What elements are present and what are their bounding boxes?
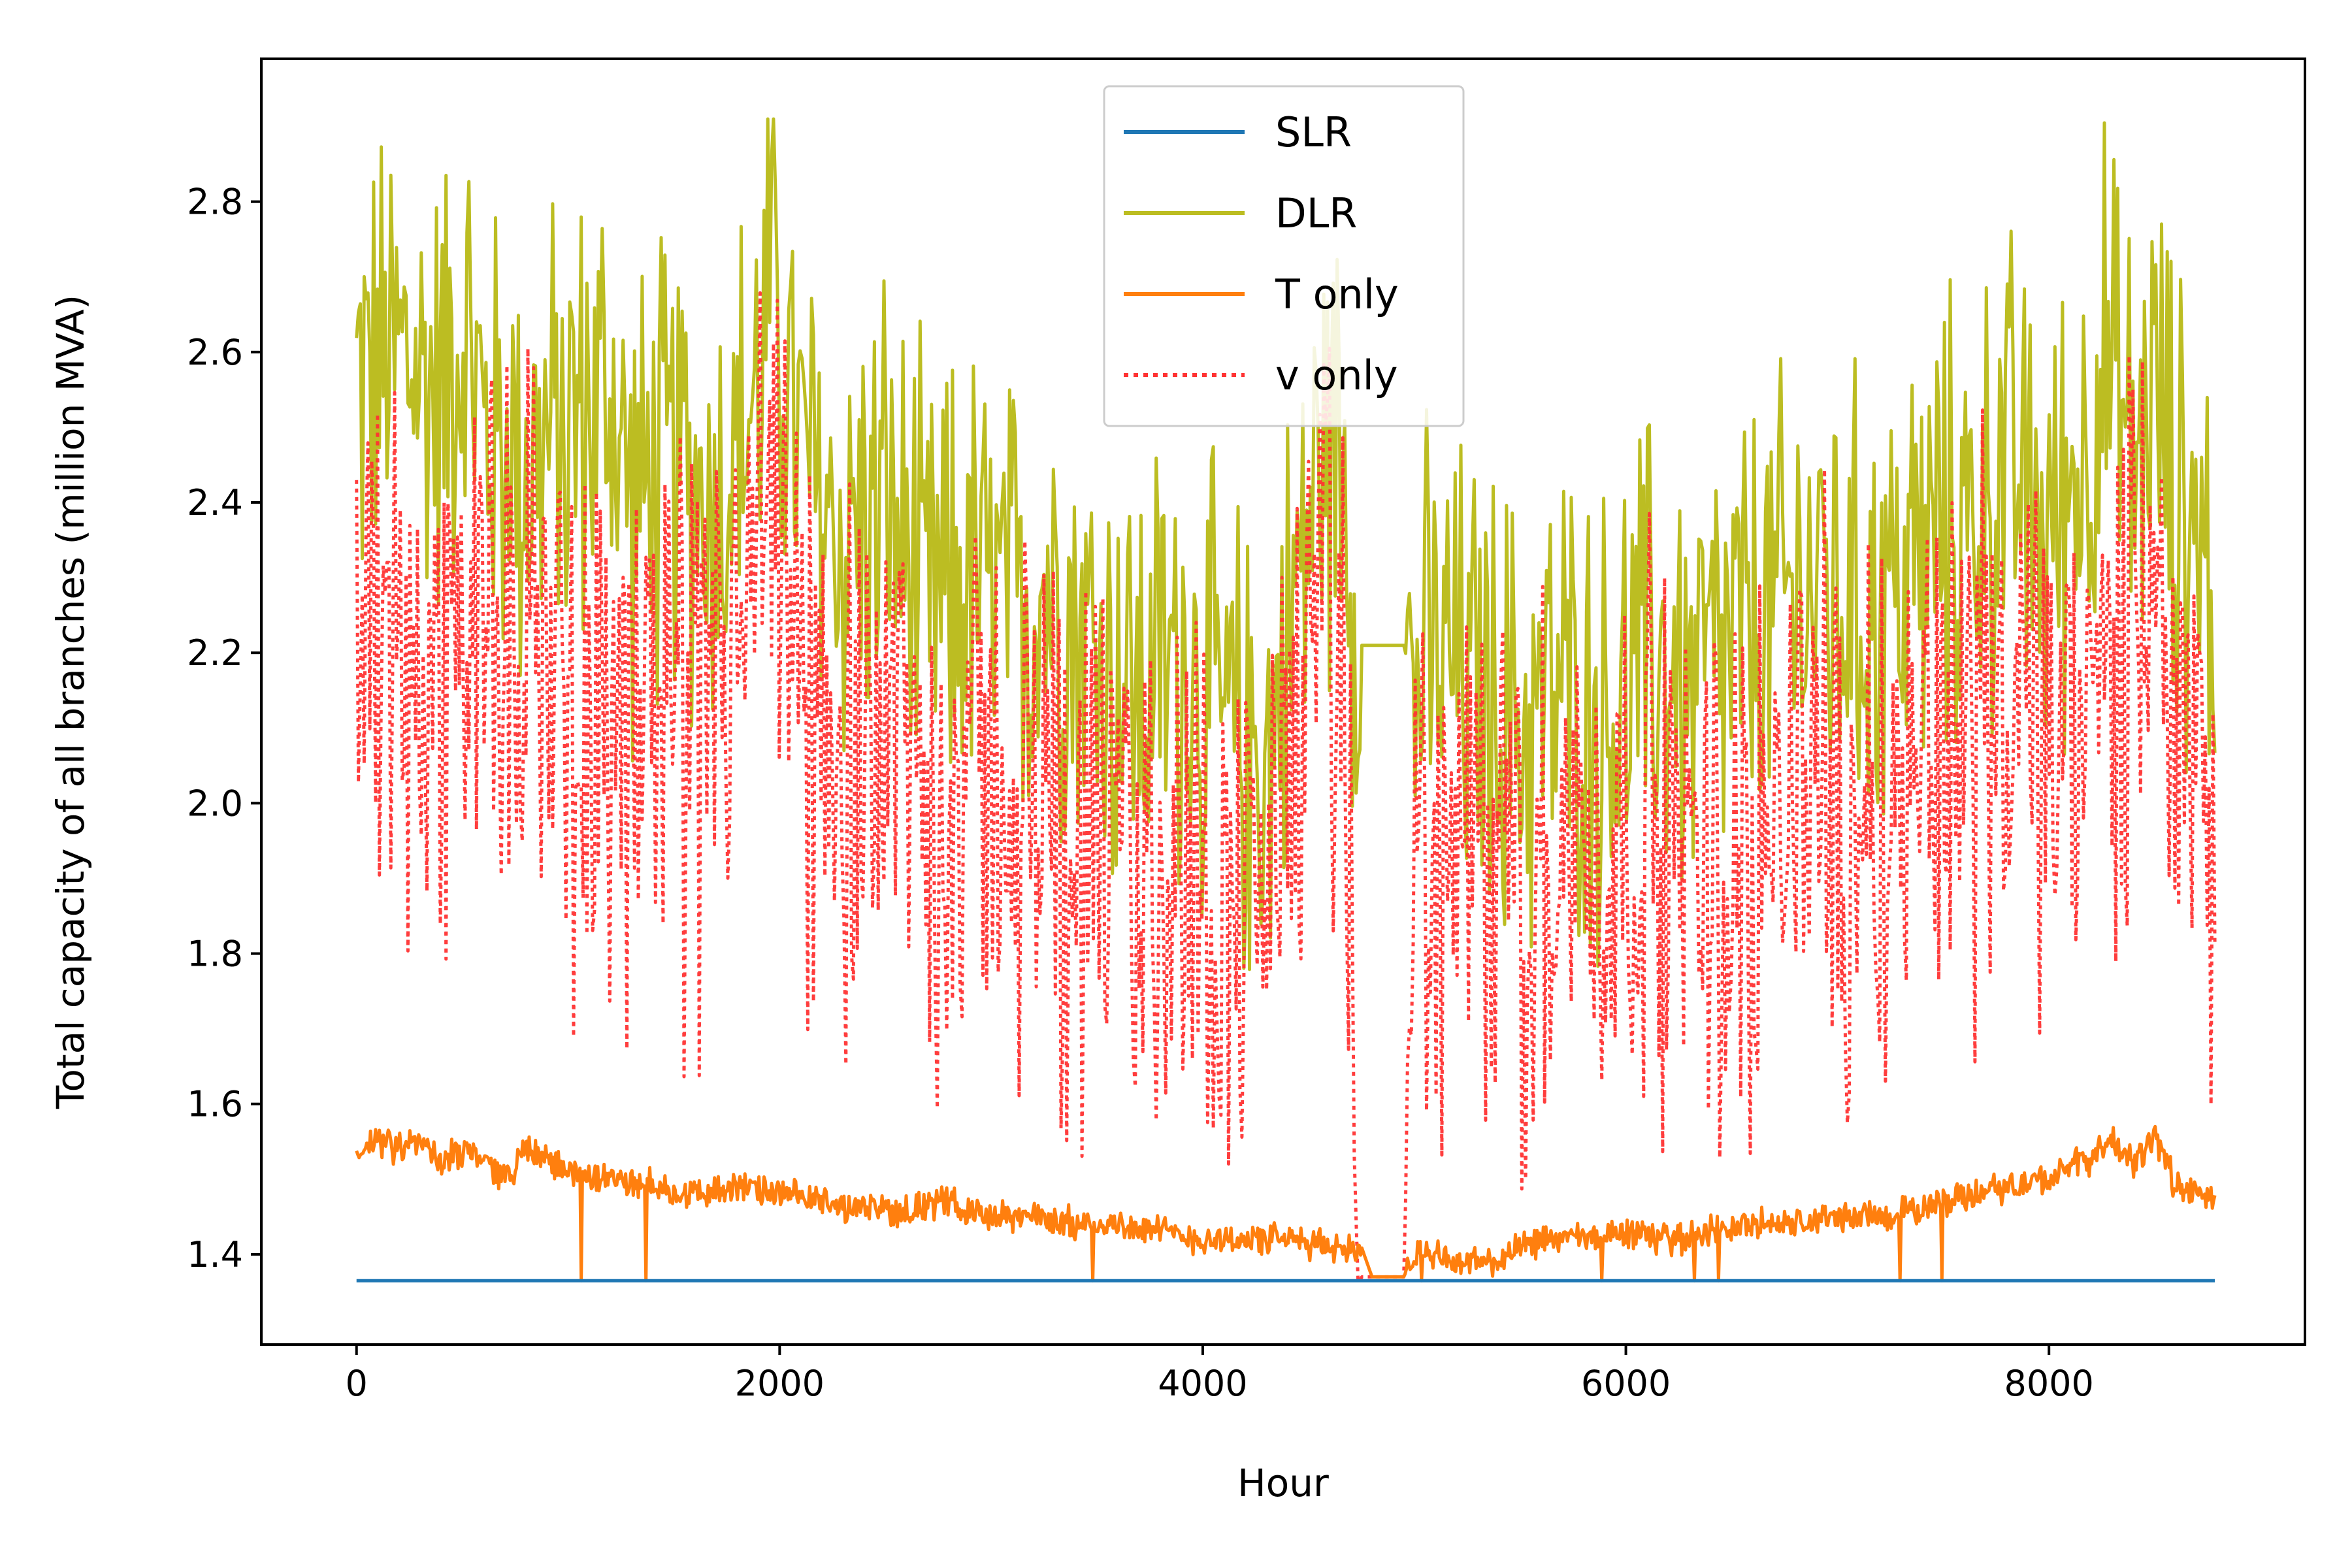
legend: SLR DLR T only v only xyxy=(1103,85,1465,427)
y-tick-label: 2.4 xyxy=(187,482,243,523)
legend-box xyxy=(1103,85,1465,427)
plot-area xyxy=(355,117,2217,1282)
series-line-t-only xyxy=(355,1124,2217,1282)
x-tick-label: 6000 xyxy=(1581,1363,1671,1404)
y-axis-ticks: 1.4 1.6 1.8 2.0 2.2 2.4 2.6 2.8 xyxy=(187,182,261,1275)
legend-label: T only xyxy=(1275,270,1399,318)
x-tick-label: 4000 xyxy=(1158,1363,1247,1404)
y-tick-label: 2.2 xyxy=(187,632,243,674)
y-tick-label: 2.8 xyxy=(187,182,243,223)
series-line-v-only xyxy=(355,291,2217,1282)
x-axis-title: Hour xyxy=(1237,1461,1329,1505)
legend-label: SLR xyxy=(1275,108,1352,156)
axes-frame xyxy=(260,57,2306,1346)
series-line-dlr xyxy=(355,117,2217,972)
y-tick-label: 1.4 xyxy=(187,1234,243,1275)
x-tick-label: 0 xyxy=(346,1363,368,1404)
y-axis-title: Total capacity of all branches (million … xyxy=(48,295,93,1109)
x-axis-ticks: 0 2000 4000 6000 8000 xyxy=(346,1345,2094,1404)
legend-label: DLR xyxy=(1275,189,1357,237)
y-tick-label: 1.8 xyxy=(187,934,243,975)
x-tick-label: 8000 xyxy=(2004,1363,2093,1404)
y-tick-label: 1.6 xyxy=(187,1084,243,1125)
y-tick-label: 2.0 xyxy=(187,783,243,824)
x-tick-label: 2000 xyxy=(735,1363,825,1404)
legend-label: v only xyxy=(1275,351,1398,399)
y-tick-label: 2.6 xyxy=(187,332,243,373)
